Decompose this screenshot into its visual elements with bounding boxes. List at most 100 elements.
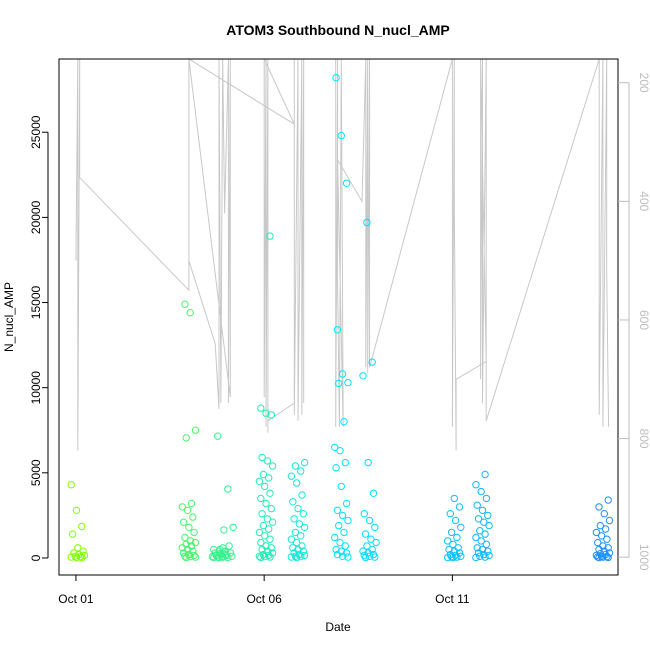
data-point (182, 434, 190, 442)
points-layer (67, 74, 614, 562)
data-point (445, 545, 453, 554)
data-point (342, 179, 351, 188)
data-point (341, 458, 349, 467)
data-point (289, 544, 297, 552)
data-point (368, 358, 376, 366)
data-point (450, 494, 458, 503)
data-point (455, 503, 464, 511)
data-point (372, 538, 380, 547)
data-point (74, 544, 82, 552)
data-point (451, 516, 460, 525)
depth-line (75, 58, 610, 451)
data-point (594, 538, 602, 547)
data-point (293, 479, 301, 487)
data-point (446, 510, 454, 518)
data-point (605, 549, 614, 557)
data-point (300, 551, 309, 560)
data-point (216, 545, 224, 554)
data-point (601, 525, 610, 533)
right-tick-label: 800 (637, 429, 650, 449)
data-point (600, 510, 608, 518)
data-point (599, 553, 607, 561)
data-point (297, 467, 305, 475)
data-point (447, 552, 456, 561)
data-point (473, 544, 481, 552)
data-point (597, 532, 606, 540)
data-point (363, 218, 371, 227)
data-point (267, 411, 275, 419)
data-point (472, 533, 480, 542)
data-point (224, 485, 232, 493)
data-point (290, 515, 298, 523)
data-point (364, 458, 372, 467)
data-point (444, 553, 452, 562)
right-tick-label: 200 (637, 73, 650, 93)
data-point (473, 501, 481, 509)
data-point (457, 523, 465, 531)
data-point (340, 418, 348, 426)
data-point (291, 552, 300, 560)
data-point (265, 474, 273, 482)
data-point (189, 513, 197, 521)
data-point (603, 535, 611, 543)
data-point (181, 533, 189, 542)
data-point (179, 518, 188, 526)
data-point (289, 498, 297, 506)
x-axis-label: Date (325, 620, 351, 634)
data-point (482, 540, 491, 548)
data-point (447, 528, 456, 537)
data-point (361, 553, 370, 562)
data-point (604, 496, 612, 504)
data-point (257, 538, 265, 547)
data-point (262, 409, 270, 417)
data-point (603, 552, 611, 561)
right-tick-label: 1000 (637, 544, 650, 571)
data-point (336, 447, 344, 455)
data-point (266, 489, 274, 497)
data-point (186, 552, 194, 561)
data-point (342, 499, 351, 508)
data-point (300, 523, 309, 531)
data-point (472, 553, 480, 562)
data-point (263, 457, 272, 465)
data-point (472, 481, 480, 489)
data-point (596, 521, 604, 530)
data-point (485, 551, 493, 560)
data-point (187, 499, 196, 508)
data-point (344, 516, 352, 525)
data-point (297, 552, 305, 561)
data-point (360, 551, 368, 560)
data-point (291, 462, 300, 470)
data-point (371, 553, 379, 561)
chart-title: ATOM3 Southbound N_nucl_AMP (226, 22, 449, 38)
data-point (457, 552, 465, 560)
data-point (220, 526, 228, 534)
data-point (257, 553, 265, 562)
right-tick-label: 600 (637, 310, 650, 330)
data-point (482, 494, 491, 503)
data-point (338, 370, 347, 378)
data-point (453, 553, 461, 561)
data-point (72, 506, 81, 514)
data-point (332, 545, 340, 554)
data-point (214, 432, 222, 440)
data-point (293, 553, 301, 562)
data-point (333, 550, 342, 559)
data-point (191, 553, 200, 561)
data-point (265, 525, 273, 533)
axes-layer: 0 5000 10000 15000 20000 25000 Oct 01 Oct 06 Oct… (29, 73, 650, 606)
data-point (335, 521, 343, 530)
data-point (485, 521, 493, 530)
data-point (178, 544, 187, 552)
data-point (360, 510, 368, 518)
data-point (78, 522, 86, 531)
data-point (337, 131, 345, 140)
data-point (258, 453, 266, 462)
data-point (228, 552, 236, 560)
data-point (185, 523, 193, 531)
data-point (181, 552, 189, 560)
data-point (178, 503, 187, 511)
data-point (361, 530, 370, 538)
data-point (341, 542, 349, 550)
